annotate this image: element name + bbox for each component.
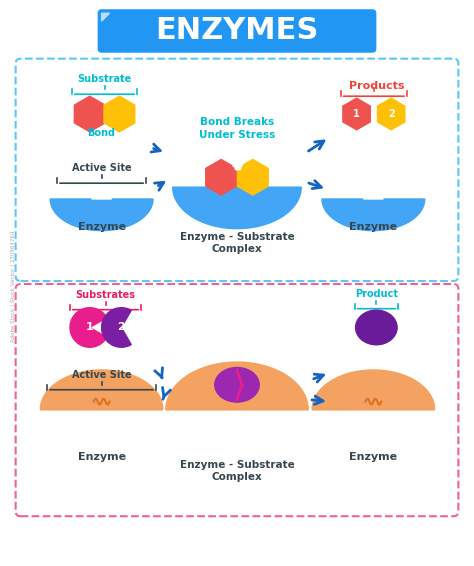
FancyBboxPatch shape <box>16 284 458 516</box>
Polygon shape <box>364 187 383 199</box>
Polygon shape <box>206 160 237 195</box>
Polygon shape <box>40 370 163 409</box>
Text: Adobe Stock | Stock Vector | 230864764: Adobe Stock | Stock Vector | 230864764 <box>11 230 16 342</box>
Polygon shape <box>50 199 153 230</box>
Ellipse shape <box>356 310 397 345</box>
Text: Active Site: Active Site <box>72 164 131 173</box>
Text: 1: 1 <box>86 323 94 332</box>
Text: Substrate: Substrate <box>77 74 132 84</box>
Polygon shape <box>343 98 370 130</box>
Text: Enzyme: Enzyme <box>78 222 126 231</box>
Text: ENZYMES: ENZYMES <box>155 16 319 45</box>
Polygon shape <box>101 13 109 21</box>
FancyBboxPatch shape <box>16 59 458 281</box>
Polygon shape <box>173 187 301 229</box>
Polygon shape <box>312 370 435 409</box>
Polygon shape <box>237 160 268 195</box>
Text: Active Site: Active Site <box>72 370 131 380</box>
Text: Enzyme: Enzyme <box>78 452 126 462</box>
Polygon shape <box>322 199 425 230</box>
Polygon shape <box>377 98 405 130</box>
Polygon shape <box>74 96 105 132</box>
Text: Bond Breaks
Under Stress: Bond Breaks Under Stress <box>199 117 275 140</box>
Text: Product: Product <box>355 289 398 299</box>
Text: 2: 2 <box>118 323 125 332</box>
Text: 1: 1 <box>353 109 360 119</box>
Text: Enzyme - Substrate
Complex: Enzyme - Substrate Complex <box>180 460 294 482</box>
Text: Products: Products <box>348 82 404 91</box>
Text: Bond: Bond <box>88 128 116 138</box>
Text: Enzyme - Substrate
Complex: Enzyme - Substrate Complex <box>180 231 294 254</box>
Text: Substrates: Substrates <box>75 290 136 300</box>
Ellipse shape <box>215 367 259 402</box>
FancyBboxPatch shape <box>98 9 376 53</box>
Polygon shape <box>70 308 107 347</box>
Polygon shape <box>92 187 111 199</box>
Text: Enzyme: Enzyme <box>349 222 397 231</box>
Polygon shape <box>101 308 131 347</box>
Text: Enzyme: Enzyme <box>349 452 397 462</box>
Text: 2: 2 <box>388 109 394 119</box>
Polygon shape <box>166 362 308 409</box>
Polygon shape <box>104 96 135 132</box>
